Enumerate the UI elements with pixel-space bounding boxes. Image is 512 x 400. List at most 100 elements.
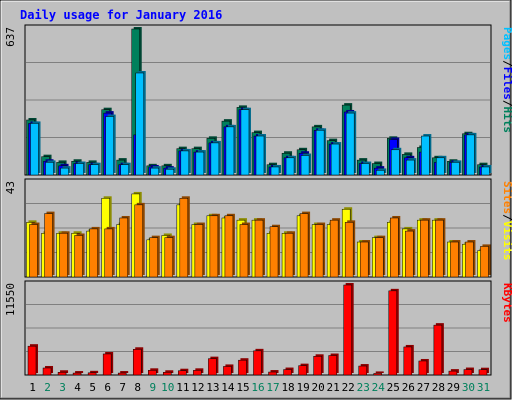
x-tick-label: 16 (251, 381, 264, 394)
bar-kbytes-shadow (75, 371, 84, 373)
x-tick-label: 24 (372, 381, 386, 394)
bar-kbytes (403, 346, 413, 376)
bar-kbytes-shadow (375, 371, 384, 373)
bar-sites (329, 219, 339, 278)
bar-kbytes (253, 350, 262, 376)
bar-kbytes (373, 373, 382, 376)
x-tick-label: 6 (104, 381, 111, 394)
bar-kbytes (223, 366, 232, 376)
x-tick-label: 23 (357, 381, 370, 394)
legend-entry-kbytes: KBytes (501, 283, 512, 323)
legend-separator: / (501, 214, 512, 221)
bar-sites (239, 224, 249, 278)
chart-title: Daily usage for January 2016 (20, 8, 222, 22)
bar-kbytes (448, 370, 458, 376)
bar-sites (149, 237, 159, 278)
bar-pages (150, 167, 160, 176)
x-tick-label: 9 (149, 381, 156, 394)
bar-pages (60, 167, 69, 176)
bar-kbytes (87, 372, 97, 376)
bar-pages (180, 150, 190, 176)
bar-kbytes (178, 370, 187, 376)
x-tick-label: 30 (462, 381, 475, 394)
bar-kbytes (343, 284, 352, 376)
bar-kbytes-shadow (60, 370, 69, 373)
x-tick-label: 11 (176, 381, 189, 394)
x-tick-label: 28 (432, 381, 445, 394)
bar-kbytes-shadow (165, 370, 174, 373)
bar-sites (179, 198, 189, 278)
bar-sites (254, 219, 264, 278)
bar-sites (29, 224, 38, 278)
bar-sites (284, 233, 294, 278)
x-tick-label: 26 (402, 381, 415, 394)
x-tick-label: 22 (342, 381, 355, 394)
bar-kbytes (298, 365, 307, 376)
x-tick-label: 12 (191, 381, 204, 394)
bar-sites (450, 241, 459, 278)
x-tick-label: 7 (119, 381, 126, 394)
legend-entry-visits: Visits (501, 221, 512, 261)
bar-pages (45, 162, 54, 176)
bar-pages (451, 162, 460, 176)
bar-sites (420, 219, 429, 278)
legend-separator: / (501, 60, 512, 67)
bar-kbytes (358, 365, 367, 376)
bar-pages (391, 149, 400, 176)
max-label-middle: 43 (4, 181, 17, 194)
bar-pages (345, 112, 355, 176)
bar-kbytes (283, 369, 292, 376)
bar-kbytes (117, 372, 127, 376)
plot-layer: 637Pages/Files/Hits43Sites/Visits11550KB… (4, 24, 512, 394)
x-tick-label: 4 (74, 381, 81, 394)
x-tick-label: 2 (44, 381, 51, 394)
bar-kbytes-shadow (90, 370, 99, 373)
bar-sites (59, 233, 68, 278)
bar-kbytes-shadow (270, 370, 279, 373)
bar-pages (240, 109, 250, 176)
bar-pages (75, 163, 84, 176)
legend-entry-sites: Sites (501, 181, 512, 214)
bar-pages (270, 166, 280, 176)
x-tick-label: 29 (447, 381, 460, 394)
x-tick-label: 8 (134, 381, 141, 394)
bar-pages (406, 159, 415, 176)
bar-pages (225, 126, 235, 176)
bar-kbytes (418, 360, 428, 376)
max-label-top: 637 (4, 27, 17, 47)
legend-separator: / (501, 100, 512, 107)
x-tick-label: 1 (29, 381, 36, 394)
bar-pages (466, 134, 475, 176)
bar-sites (390, 217, 399, 278)
bar-pages (135, 72, 144, 176)
legend-entry-hits: Hits (501, 107, 512, 134)
x-tick-label: 10 (161, 381, 174, 394)
legend-top: Pages/Files/Hits (501, 27, 512, 133)
bar-sites (374, 237, 384, 278)
bar-pages (360, 163, 370, 176)
bar-pages (421, 135, 430, 176)
bar-sites (405, 230, 414, 278)
bar-kbytes (193, 370, 202, 376)
x-tick-label: 13 (206, 381, 219, 394)
bar-sites (89, 228, 98, 278)
legend-bottom: KBytes (501, 283, 512, 323)
x-tick-label: 3 (59, 381, 66, 394)
bar-sites (104, 228, 113, 278)
bar-kbytes (238, 359, 247, 376)
bar-sites (119, 217, 128, 278)
bar-kbytes (388, 290, 398, 376)
x-tick-label: 21 (327, 381, 340, 394)
x-tick-label: 5 (89, 381, 96, 394)
x-tick-label: 18 (281, 381, 294, 394)
x-tick-label: 14 (221, 381, 235, 394)
legend-middle: Sites/Visits (501, 181, 512, 261)
x-tick-label: 17 (266, 381, 279, 394)
bar-pages (330, 143, 340, 176)
bar-sites (194, 224, 204, 278)
bar-kbytes (328, 355, 337, 376)
x-tick-label: 31 (477, 381, 490, 394)
bar-kbytes (102, 353, 112, 376)
